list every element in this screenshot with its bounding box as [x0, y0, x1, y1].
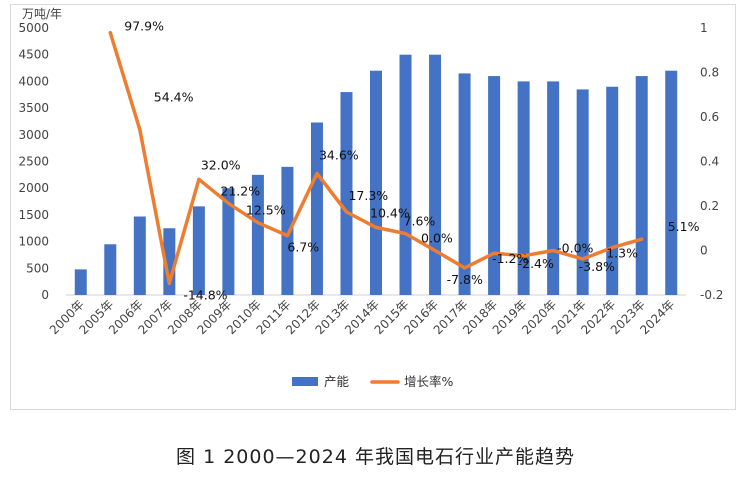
data-label: 54.4%	[154, 89, 194, 104]
legend-label-growth: 增长率%	[404, 374, 454, 389]
bar	[251, 174, 264, 295]
data-label: 17.3%	[348, 188, 388, 203]
bar	[576, 89, 589, 295]
data-label: 5.1%	[668, 219, 700, 234]
y-left-tick-label: 1500	[18, 208, 49, 222]
bar	[635, 76, 648, 295]
bar	[281, 166, 294, 295]
y-right-tick-label: 0.8	[700, 66, 719, 80]
data-label: 1.3%	[606, 246, 638, 261]
y-left-tick-label: 5000	[18, 21, 49, 35]
data-label: 97.9%	[124, 19, 164, 34]
data-label: -1.2%	[492, 251, 528, 266]
line-point	[581, 257, 585, 261]
bar	[340, 92, 353, 295]
y-left-tick-label: 1000	[18, 235, 49, 249]
data-label: -3.8%	[579, 259, 615, 274]
data-label: -2.4%	[518, 256, 554, 271]
y-right-tick-label: 1	[700, 21, 708, 35]
line-point	[167, 281, 171, 285]
y-left-tick-label: 0	[41, 288, 49, 302]
line-point	[433, 249, 437, 252]
data-label: -14.8%	[183, 287, 227, 302]
data-label: 6.7%	[287, 240, 319, 255]
bar	[74, 269, 87, 295]
line-point	[197, 177, 201, 181]
bar	[547, 81, 560, 296]
bar	[665, 70, 678, 295]
bar	[517, 81, 530, 296]
y-left-tick-label: 500	[26, 261, 49, 275]
line-point	[404, 232, 408, 236]
line-point	[315, 172, 319, 176]
bar	[222, 188, 235, 295]
y-left-tick-label: 2500	[18, 155, 49, 169]
line-point	[522, 254, 526, 258]
line-point	[256, 221, 260, 225]
data-label: -0.0%	[557, 241, 593, 256]
data-label: 12.5%	[246, 203, 286, 218]
y-right-tick-label: 0.4	[700, 155, 719, 169]
y-left-tick-label: 3000	[18, 128, 49, 142]
legend-label-capacity: 产能	[324, 374, 350, 389]
legend-bar-swatch	[292, 377, 318, 386]
y-right-tick-label: -0.2	[700, 288, 723, 302]
data-label: 32.0%	[201, 157, 241, 172]
bar	[488, 76, 501, 295]
line-point	[138, 127, 142, 131]
y-left-unit-label: 万吨/年	[22, 7, 62, 21]
line-point	[610, 246, 614, 250]
line-point	[492, 251, 496, 255]
bar	[192, 206, 205, 295]
data-label: 21.2%	[220, 183, 260, 198]
bar	[310, 122, 323, 295]
y-left-tick-label: 4500	[18, 48, 49, 62]
chart-svg: 万吨/年 0 500 1000 1500 2000 2500 3000 3500 4000 4500…	[18, 7, 723, 389]
bar	[104, 244, 117, 295]
y-right-tick-label: 0.6	[700, 110, 719, 124]
line-point	[640, 237, 644, 241]
bar	[429, 54, 442, 296]
y-left-tick-label: 3500	[18, 101, 49, 115]
bar	[370, 70, 382, 295]
bar	[458, 73, 471, 295]
bar	[606, 86, 619, 296]
chart-frame	[10, 4, 736, 410]
y-right-tick-label: 0.2	[700, 199, 719, 213]
y-left-tick-label: 4000	[18, 74, 49, 88]
line-point	[463, 266, 467, 270]
line-point	[226, 201, 230, 205]
data-label: 0.0%	[421, 231, 453, 246]
data-label: -7.8%	[447, 272, 483, 287]
bar	[133, 216, 146, 295]
data-label: 34.6%	[319, 148, 359, 163]
line-point	[285, 234, 289, 238]
bar	[399, 54, 412, 296]
figure-caption: 图 1 2000—2024 年我国电石行业产能趋势	[176, 446, 575, 468]
y-right-tick-label: 0	[700, 244, 708, 258]
line-point	[344, 210, 348, 214]
data-label: 7.6%	[404, 214, 436, 229]
line-point	[374, 225, 378, 229]
y-left-tick-label: 2000	[18, 181, 49, 195]
data-label: 10.4%	[370, 205, 410, 220]
line-point	[551, 249, 555, 252]
line-point	[108, 31, 112, 35]
